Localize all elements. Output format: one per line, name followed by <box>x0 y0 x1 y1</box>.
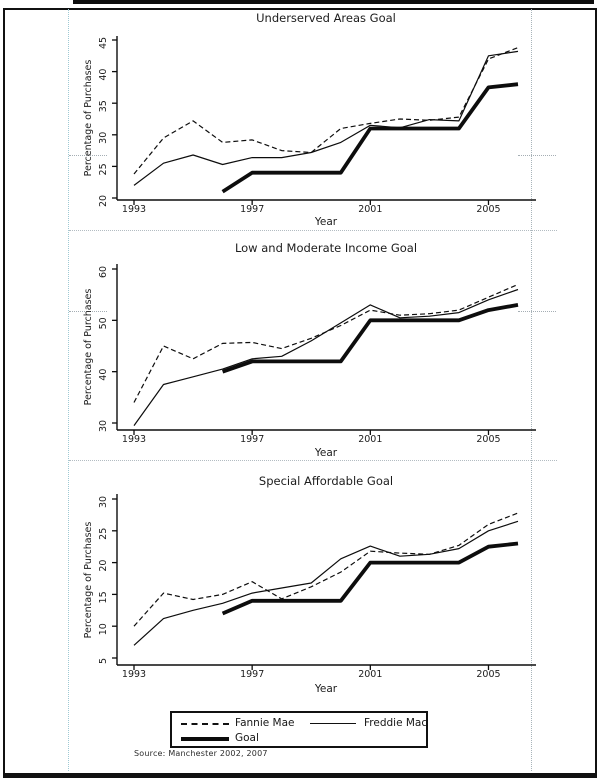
series-fannie-mae-line <box>133 283 519 403</box>
series-freddie-mac-line <box>133 50 519 186</box>
y-axis-title: Percentage of Purchases <box>83 289 94 406</box>
y-tick-label: 20 <box>98 195 109 207</box>
chart-separator-2 <box>69 460 557 461</box>
y-tick-label: 25 <box>98 163 109 175</box>
chart-title: Low and Moderate Income Goal <box>235 241 417 255</box>
page-top-rule <box>73 0 594 4</box>
x-tick-label: 2001 <box>358 669 382 680</box>
x-tick-label: 2001 <box>358 204 382 215</box>
figure-frame <box>3 8 597 778</box>
y-tick-label: 10 <box>98 623 109 635</box>
series-goal-line <box>221 82 519 194</box>
x-tick-label: 2001 <box>358 434 382 445</box>
series-freddie-mac-line <box>133 288 519 426</box>
chart-special-affordable-goal: Special Affordable Goal 5 10 15 20 25 30 1993 19… <box>83 474 536 695</box>
margin-dash-right-2 <box>518 311 556 312</box>
series-freddie-mac-line <box>133 520 519 646</box>
legend-solid-line-sample <box>310 723 356 724</box>
margin-dash-left-1 <box>69 155 107 156</box>
y-tick-label: 15 <box>98 591 109 603</box>
margin-dash-right-1 <box>518 155 556 156</box>
chart-low-and-moderate-income-goal: Low and Moderate Income Goal 30 40 50 60 1993… <box>83 241 536 459</box>
y-tick-label: 5 <box>98 658 109 664</box>
y-tick-label: 20 <box>98 560 109 572</box>
x-axis-title: Year <box>314 216 338 228</box>
source-note: Source: Manchester 2002, 2007 <box>134 749 268 758</box>
x-axis-title: Year <box>314 447 338 459</box>
x-tick-label: 1997 <box>240 434 264 445</box>
legend-label-freddie-mac: Freddie Mac <box>364 717 428 729</box>
y-tick-label: 35 <box>98 100 109 112</box>
x-tick-label: 2005 <box>476 204 500 215</box>
x-tick-label: 1997 <box>240 669 264 680</box>
y-tick-label: 30 <box>98 496 109 508</box>
legend-thick-line-sample <box>181 737 229 741</box>
chart-underserved-areas-goal: Underserved Areas Goal 20 25 30 35 40 45 1993 19… <box>83 11 536 228</box>
chart-legend: Fannie Mae Freddie Mac Goal <box>170 711 428 748</box>
y-axis-title: Percentage of Purchases <box>83 60 94 177</box>
layout-guide-left <box>68 9 69 771</box>
margin-dash-left-2 <box>69 311 107 312</box>
x-tick-label: 2005 <box>476 669 500 680</box>
legend-label-goal: Goal <box>235 732 259 744</box>
y-tick-label: 45 <box>98 37 109 49</box>
y-tick-label: 50 <box>98 317 109 329</box>
x-tick-label: 1993 <box>122 434 146 445</box>
y-axis-title: Percentage of Purchases <box>83 522 94 639</box>
series-fannie-mae-line <box>133 512 519 627</box>
x-tick-label: 1993 <box>122 669 146 680</box>
x-tick-label: 1993 <box>122 204 146 215</box>
chart-separator-1 <box>69 230 557 231</box>
chart-title: Underserved Areas Goal <box>256 11 396 25</box>
series-goal-line <box>221 303 519 374</box>
y-tick-label: 25 <box>98 528 109 540</box>
y-tick-label: 30 <box>98 420 109 432</box>
y-tick-label: 40 <box>98 369 109 381</box>
y-tick-label: 30 <box>98 132 109 144</box>
y-tick-label: 40 <box>98 69 109 81</box>
layout-guide-right <box>531 9 532 771</box>
series-fannie-mae-line <box>133 47 519 175</box>
x-tick-label: 1997 <box>240 204 264 215</box>
chart-title: Special Affordable Goal <box>259 474 393 488</box>
legend-label-fannie-mae: Fannie Mae <box>235 717 295 729</box>
y-tick-label: 60 <box>98 266 109 278</box>
series-goal-line <box>221 541 519 616</box>
legend-dashed-line-sample <box>181 723 229 725</box>
x-tick-label: 2005 <box>476 434 500 445</box>
x-axis-title: Year <box>314 683 338 695</box>
